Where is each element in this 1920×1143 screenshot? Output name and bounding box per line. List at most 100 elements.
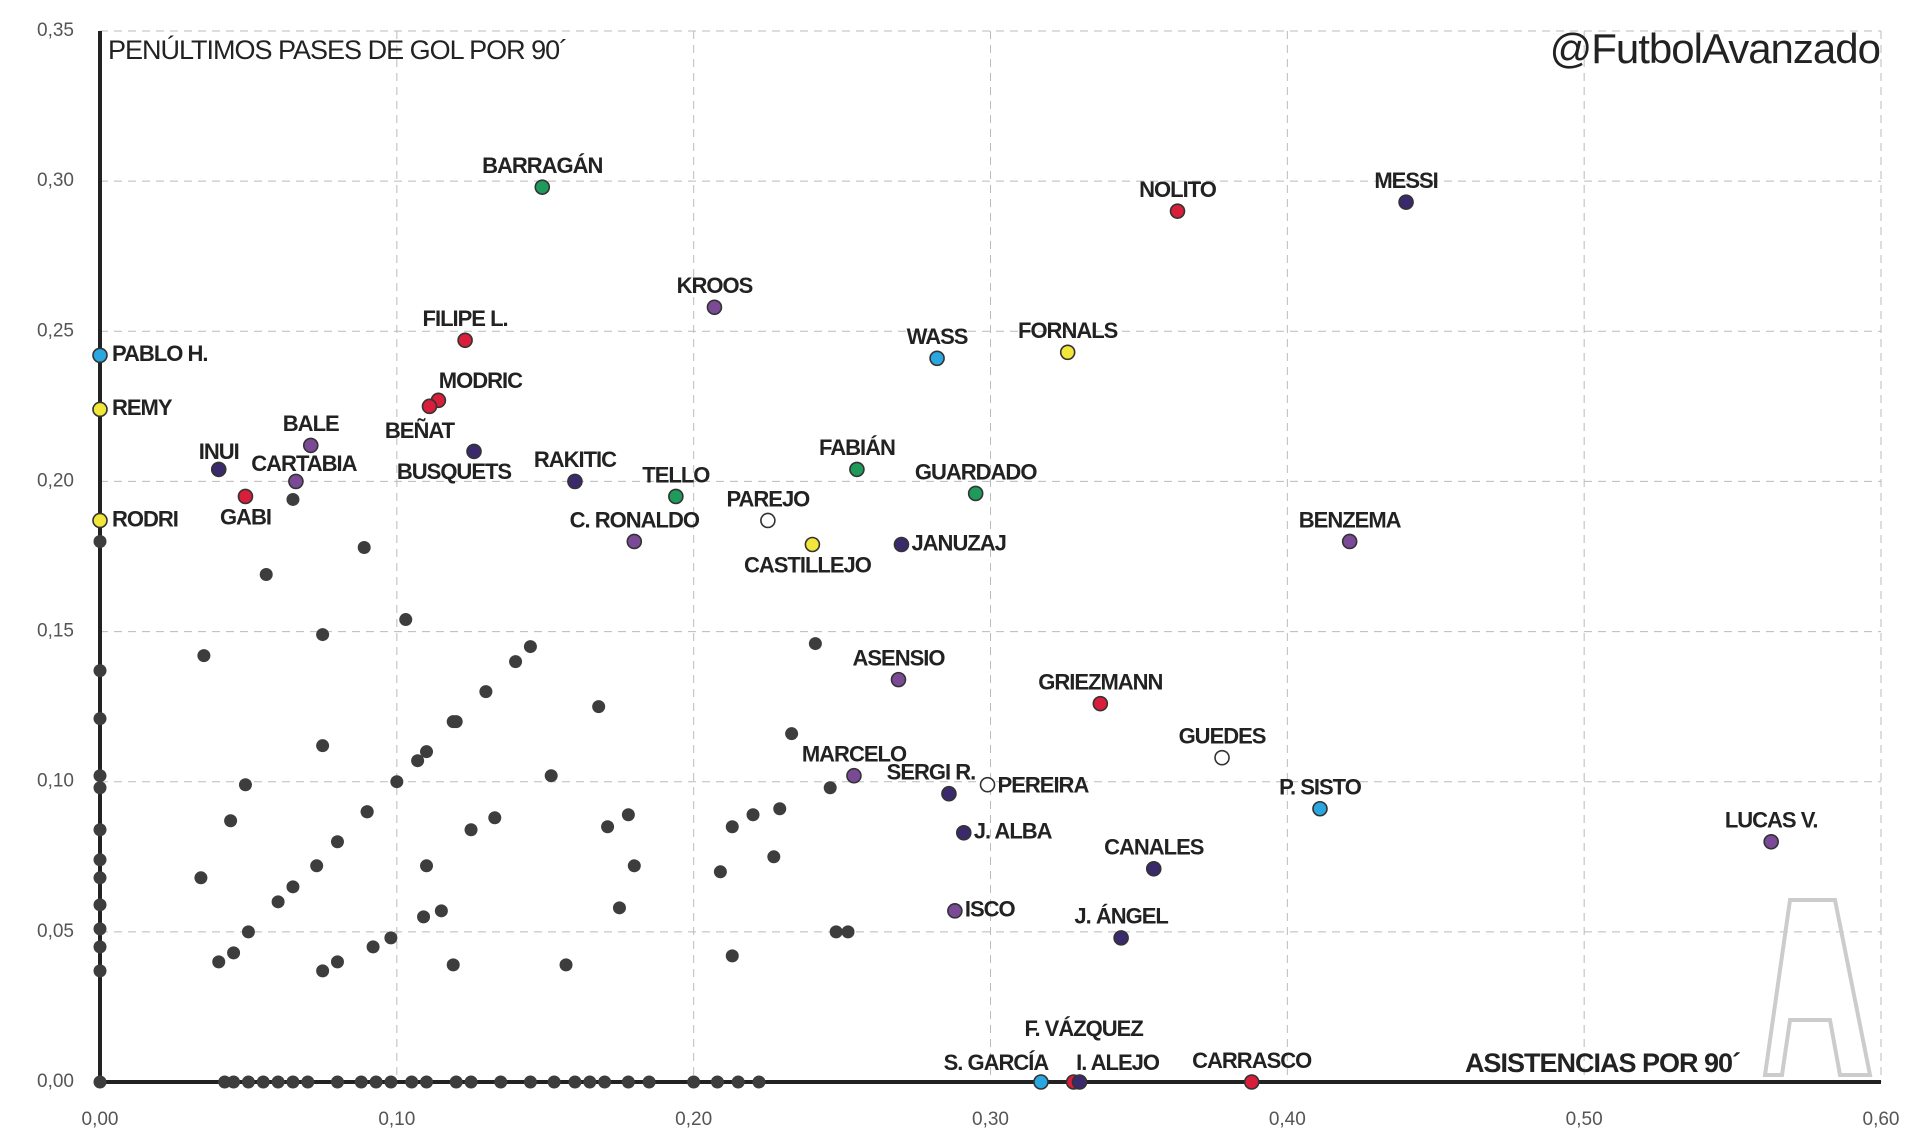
point-label: MARCELO xyxy=(802,742,907,767)
point xyxy=(457,332,473,349)
point xyxy=(93,1075,107,1089)
point xyxy=(752,1075,766,1089)
point-label: F. VÁZQUEZ xyxy=(1024,1016,1143,1041)
point xyxy=(849,461,865,478)
point xyxy=(390,775,404,789)
point xyxy=(256,1075,270,1089)
point-label: GUEDES xyxy=(1179,724,1266,749)
point xyxy=(330,835,344,849)
point xyxy=(621,1075,635,1089)
point xyxy=(979,776,996,793)
point xyxy=(286,880,300,894)
point xyxy=(731,1075,745,1089)
point xyxy=(417,910,431,924)
point xyxy=(259,568,273,582)
point xyxy=(238,778,252,792)
point xyxy=(725,949,739,963)
y-tick-label: 0,00 xyxy=(37,1071,74,1092)
point-label: MESSI xyxy=(1374,168,1437,193)
point xyxy=(92,347,108,364)
point xyxy=(310,859,324,873)
point xyxy=(612,901,626,915)
point xyxy=(93,898,107,912)
point xyxy=(1243,1074,1260,1090)
point xyxy=(93,871,107,885)
point-label: PEREIRA xyxy=(998,773,1090,798)
point xyxy=(224,814,238,828)
point xyxy=(360,805,374,819)
point xyxy=(466,443,482,460)
point xyxy=(1145,860,1162,877)
point xyxy=(713,865,727,879)
point xyxy=(434,904,448,918)
point xyxy=(384,1075,398,1089)
point xyxy=(592,700,606,714)
point-label: GRIEZMANN xyxy=(1038,669,1162,694)
point xyxy=(446,958,460,972)
point xyxy=(227,1075,241,1089)
y-tick-label: 0,30 xyxy=(37,170,74,191)
point-label: INUI xyxy=(199,439,239,464)
logo xyxy=(1762,898,1873,1077)
point xyxy=(354,1075,368,1089)
point xyxy=(1033,1074,1049,1090)
point xyxy=(449,715,463,729)
point-label: NOLITO xyxy=(1139,177,1217,202)
point xyxy=(241,1075,255,1089)
point-label: SERGI R. xyxy=(887,760,976,785)
point xyxy=(760,512,776,529)
point xyxy=(785,727,799,741)
point xyxy=(93,853,107,867)
point xyxy=(227,946,241,960)
x-tick-label: 0,40 xyxy=(1269,1109,1306,1130)
y-tick-label: 0,35 xyxy=(37,20,74,41)
point xyxy=(302,437,319,454)
point xyxy=(464,1075,478,1089)
point xyxy=(890,671,907,688)
point xyxy=(330,955,344,969)
point xyxy=(218,1075,232,1089)
point xyxy=(464,823,478,837)
point xyxy=(687,1075,701,1089)
point xyxy=(288,473,304,490)
y-tick-label: 0,20 xyxy=(37,470,74,491)
point xyxy=(547,1075,561,1089)
point xyxy=(301,1075,315,1089)
point-label: BARRAGÁN xyxy=(482,153,602,178)
point xyxy=(1341,533,1358,550)
point-label: J. ALBA xyxy=(974,819,1053,844)
point-label: LUCAS V. xyxy=(1725,808,1818,833)
point-label: S. GARCÍA xyxy=(944,1050,1050,1075)
point xyxy=(411,754,425,768)
point xyxy=(93,940,107,954)
point xyxy=(93,823,107,837)
point xyxy=(194,871,208,885)
point xyxy=(642,1075,656,1089)
point xyxy=(710,1075,724,1089)
point-label: WASS xyxy=(907,324,968,349)
point xyxy=(93,534,107,548)
point xyxy=(93,922,107,936)
x-tick-label: 0,60 xyxy=(1863,1109,1900,1130)
point xyxy=(767,850,781,864)
point xyxy=(271,895,285,909)
point-label: C. RONALDO xyxy=(570,507,700,532)
point-label: FORNALS xyxy=(1018,318,1118,343)
point xyxy=(808,637,822,651)
point xyxy=(241,925,255,939)
point-label: FILIPE L. xyxy=(423,306,508,331)
point xyxy=(1214,749,1230,766)
point-label: PABLO H. xyxy=(112,341,207,366)
point xyxy=(1169,203,1186,219)
point-label: CASTILLEJO xyxy=(744,552,872,577)
point xyxy=(846,767,862,784)
point xyxy=(627,859,641,873)
point xyxy=(947,903,963,919)
point xyxy=(601,820,615,834)
point xyxy=(523,1075,537,1089)
point-label: BUSQUETS xyxy=(397,459,512,484)
point-label: TELLO xyxy=(642,462,710,487)
point xyxy=(829,925,843,939)
x-tick-label: 0,20 xyxy=(675,1109,712,1130)
point xyxy=(509,655,523,669)
